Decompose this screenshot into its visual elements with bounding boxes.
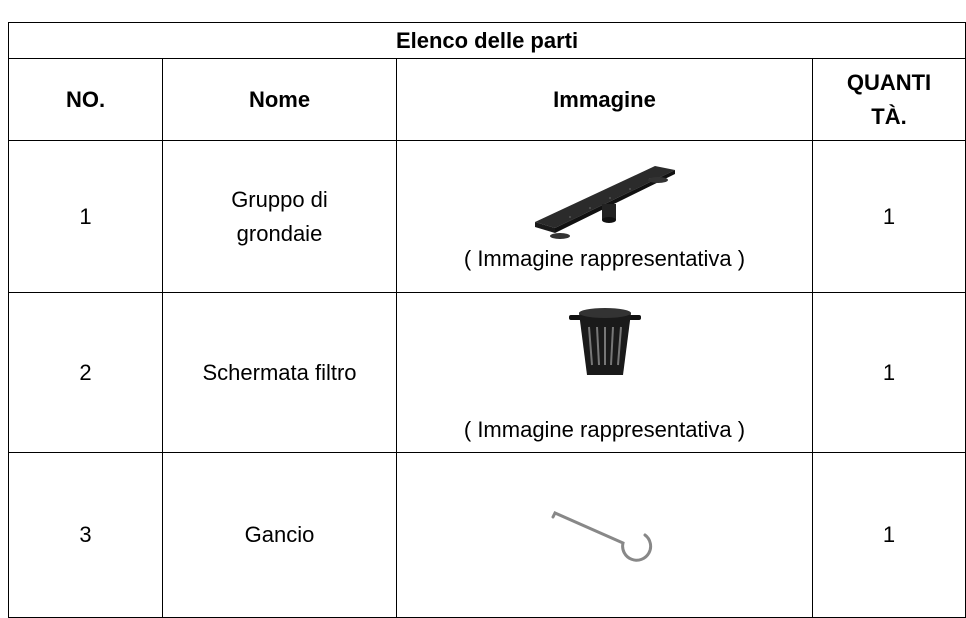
image-cell: ( Immagine rappresentativa ) (396, 140, 813, 293)
number-cell: 3 (8, 452, 163, 618)
name-text: Gruppo di grondaie (231, 186, 328, 246)
quantity-cell: 1 (811, 292, 966, 453)
image-cell: ( Immagine rappresentativa ) (396, 292, 813, 453)
header-cell: NO. (8, 58, 163, 141)
name-cell: Gruppo di grondaie (162, 140, 397, 293)
table-title: Elenco delle parti (7, 22, 966, 59)
basket-image (568, 307, 641, 375)
drain-image (534, 165, 675, 239)
image-cell (396, 452, 813, 618)
image-caption: ( Immagine rappresentativa ) (463, 416, 746, 442)
name-cell: Gancio (162, 452, 397, 618)
name-cell: Schermata filtro (162, 292, 397, 453)
number-cell: 1 (8, 140, 163, 293)
parts-table: Elenco delle parti NO. Nome Immagine QUA… (7, 22, 966, 618)
quantity-cell: 1 (811, 140, 966, 293)
quantity-cell: 1 (811, 452, 966, 618)
header-cell: Immagine (396, 58, 813, 141)
header-text: QUANTITÀ. (846, 69, 932, 129)
header-cell: Nome (162, 58, 397, 141)
image-caption: ( Immagine rappresentativa ) (463, 245, 746, 271)
header-cell: QUANTITÀ. (811, 58, 966, 141)
number-cell: 2 (8, 292, 163, 453)
hook-image (551, 511, 652, 562)
